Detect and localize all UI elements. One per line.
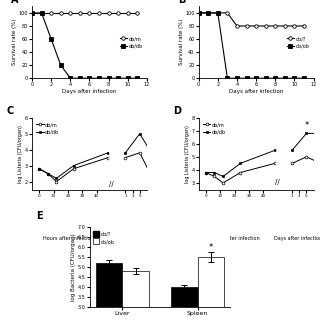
Y-axis label: log Bacteria (CFU/organ): log Bacteria (CFU/organ) xyxy=(71,233,76,301)
Bar xyxy=(171,287,198,320)
Text: B: B xyxy=(178,0,185,5)
Text: A: A xyxy=(11,0,19,5)
Text: *: * xyxy=(209,243,213,252)
Text: E: E xyxy=(36,211,43,221)
Text: D: D xyxy=(173,106,181,116)
Legend: db/m, db/db: db/m, db/db xyxy=(35,120,61,136)
Text: Days after infection: Days after infection xyxy=(107,236,155,241)
Y-axis label: Survival rate (%): Survival rate (%) xyxy=(12,19,17,66)
Text: Days after infection: Days after infection xyxy=(274,236,320,241)
Y-axis label: Survival rate (%): Survival rate (%) xyxy=(179,19,184,66)
Legend: db/m, db/db: db/m, db/db xyxy=(201,120,228,136)
Y-axis label: log Listeria (CFU/organ): log Listeria (CFU/organ) xyxy=(185,125,190,182)
Text: //: // xyxy=(109,181,113,187)
Y-axis label: log Listeria (CFU/organ): log Listeria (CFU/organ) xyxy=(18,125,23,182)
Bar xyxy=(122,271,149,320)
Bar xyxy=(198,257,224,320)
X-axis label: Days after infection: Days after infection xyxy=(229,89,283,94)
Legend: ob/?, ob/ob: ob/?, ob/ob xyxy=(92,230,116,246)
Text: //: // xyxy=(275,179,280,185)
Text: *: * xyxy=(304,121,308,130)
Text: Hours after infection: Hours after infection xyxy=(43,236,93,241)
Legend: ob/?, ob/ob: ob/?, ob/ob xyxy=(285,34,311,51)
Text: C: C xyxy=(7,106,14,116)
Bar xyxy=(96,263,122,320)
X-axis label: Days after infection: Days after infection xyxy=(62,89,117,94)
Legend: db/m, db/db: db/m, db/db xyxy=(118,34,145,51)
Text: Hours after infection: Hours after infection xyxy=(209,236,260,241)
